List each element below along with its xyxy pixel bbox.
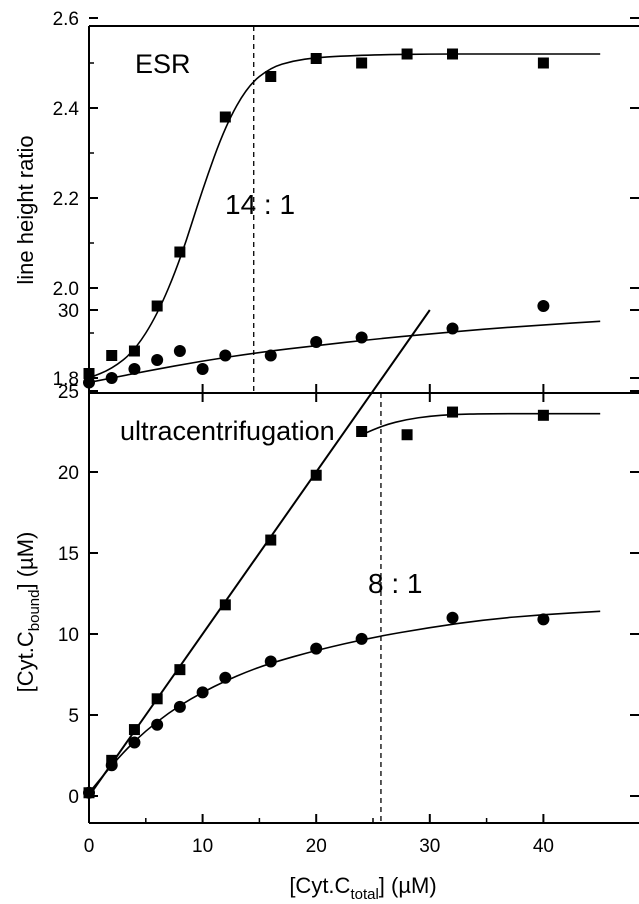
square-data-point [537, 409, 549, 421]
square-data-point [447, 406, 459, 418]
circle-data-point [355, 331, 368, 344]
circle-data-point [83, 376, 95, 389]
circle-series-fit-curve [89, 320, 601, 384]
square-data-point [128, 345, 140, 357]
circle-data-point [264, 349, 277, 362]
linear-fit-line [88, 309, 431, 797]
circle-data-point [128, 363, 141, 375]
circle-data-point [537, 300, 550, 312]
square-data-point [219, 599, 231, 611]
circle-data-point [151, 354, 164, 366]
square-data-point [356, 426, 368, 437]
square-data-point [174, 664, 186, 676]
square-data-point [151, 300, 163, 312]
y-tick-label: 2.2 [53, 189, 79, 210]
circle-data-point [537, 613, 550, 626]
y-tick-label: 2.6 [53, 9, 79, 30]
circle-series-fit-curve [89, 610, 601, 794]
square-data-point [401, 48, 413, 60]
x-tick-label: 0 [84, 836, 95, 857]
y-tick-label: 0 [68, 787, 79, 808]
x-tick-label: 40 [533, 836, 554, 857]
circle-data-point [173, 345, 186, 357]
circle-data-point [173, 700, 186, 713]
ultracentrifugation-panel-label: ultracentrifugation [120, 416, 335, 446]
square-data-point [151, 693, 163, 705]
x-tick-label: 10 [192, 836, 213, 857]
y-tick-label: 30 [58, 301, 79, 322]
y-tick-label: 2.4 [53, 99, 80, 120]
square-data-point [219, 111, 231, 123]
square-series-fit-curve [361, 412, 601, 436]
esr-panel: 1.8 2.0 2.2 2.4 2.6 [53, 9, 639, 393]
circle-data-point [219, 349, 232, 362]
square-data-point [401, 429, 413, 441]
circle-data-point [196, 686, 209, 699]
esr-ratio-annotation: 14 : 1 [225, 189, 295, 220]
square-data-point [310, 53, 322, 64]
y-axis-title-bottom: [Cyt.Cbound] (µM) [13, 532, 43, 693]
y-tick-label: 15 [58, 544, 79, 565]
x-tick-label: 20 [306, 836, 327, 857]
circle-data-point [355, 632, 368, 645]
x-tick-label: 30 [419, 836, 440, 857]
circle-data-point [105, 372, 118, 384]
circle-data-point [310, 642, 323, 655]
circle-data-point [128, 736, 141, 749]
esr-panel-label: ESR [135, 49, 191, 79]
square-series-fit-curve [89, 53, 601, 379]
square-data-point [174, 246, 186, 258]
x-axis-title: [Cyt.Ctotal] (µM) [289, 873, 436, 903]
circle-data-point [105, 759, 118, 772]
y-tick-label: 25 [58, 382, 79, 403]
plot-frame [88, 25, 639, 824]
square-data-point [83, 368, 95, 379]
circle-data-point [446, 322, 459, 335]
square-data-point [310, 469, 322, 481]
square-data-point [537, 57, 549, 69]
ultracentrifugation-panel: 0 5 10 15 20 25 30 0 10 20 30 40 [58, 301, 639, 857]
circle-data-point [310, 336, 323, 348]
circle-data-point [219, 671, 232, 684]
y-tick-label: 5 [68, 706, 79, 727]
circle-data-point [83, 786, 95, 799]
square-data-point [265, 534, 277, 546]
y-tick-label: 10 [58, 625, 79, 646]
y-tick-label: 1.8 [53, 369, 79, 390]
circle-data-point [151, 718, 164, 731]
y-tick-label: 2.0 [53, 279, 79, 300]
circle-data-point [264, 655, 277, 668]
square-data-point [356, 57, 368, 69]
y-axis-title-top: line height ratio [13, 135, 38, 284]
circle-data-point [446, 611, 459, 624]
square-data-point [447, 48, 459, 60]
ultracentrifugation-ratio-annotation: 8 : 1 [368, 568, 422, 599]
y-tick-label: 20 [58, 463, 79, 484]
square-data-point [128, 724, 140, 736]
square-data-point [106, 350, 118, 361]
square-data-point [265, 71, 277, 82]
circle-data-point [196, 363, 209, 375]
